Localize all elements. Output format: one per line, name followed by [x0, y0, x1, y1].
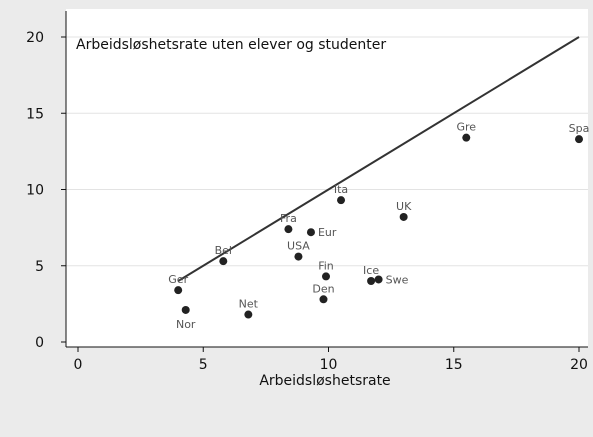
data-point	[174, 286, 183, 295]
y-tick-label: 5	[35, 259, 44, 275]
data-point	[321, 272, 330, 281]
data-point-label: Net	[239, 298, 259, 311]
data-point-label: Spa	[569, 122, 590, 135]
x-axis-title: Arbeidsløshetsrate	[259, 373, 390, 389]
x-tick-label: 20	[570, 357, 588, 373]
data-point	[284, 225, 293, 234]
data-point	[399, 212, 408, 221]
data-point-label: Eur	[318, 226, 337, 239]
data-points	[174, 133, 583, 319]
data-point-label: Fin	[318, 259, 334, 272]
x-tick-label: 0	[74, 357, 83, 373]
y-tick-label: 15	[26, 106, 44, 122]
data-point-label: Ger	[168, 273, 188, 286]
point-labels: Ger Nor Bel Net Fra USA Eur Fin Den Ita Ice Swe UK Gr…	[168, 121, 589, 331]
y-tick-label: 0	[35, 335, 44, 351]
data-point	[219, 257, 228, 266]
data-point-label: Den	[312, 282, 334, 295]
reference-line	[177, 36, 580, 282]
x-tick-label: 10	[320, 357, 338, 373]
data-point-label: USA	[287, 240, 310, 253]
data-point-label: Bel	[215, 244, 232, 257]
data-point	[319, 295, 328, 304]
data-point-label: Swe	[386, 273, 409, 286]
plot-background	[66, 9, 588, 347]
data-point-label: UK	[396, 200, 412, 213]
data-point	[306, 228, 315, 237]
x-tick-label: 5	[199, 357, 208, 373]
data-point-label: Ita	[334, 183, 348, 196]
data-point-label: Ice	[363, 264, 379, 277]
data-point-label: Fra	[280, 212, 297, 225]
x-tick-label: 15	[445, 357, 463, 373]
data-point-label: Nor	[176, 318, 196, 331]
data-point	[462, 133, 471, 142]
data-point	[337, 196, 346, 205]
y-tick-label: 20	[26, 30, 44, 46]
y-tick-label: 10	[26, 183, 44, 199]
x-axis-ticks: 0 5 10 15 20	[74, 347, 588, 373]
data-point	[181, 305, 190, 314]
data-point	[294, 252, 303, 261]
data-point-label: Gre	[456, 121, 476, 134]
chart-title: Arbeidsløshetsrate uten elever og studen…	[76, 37, 386, 53]
data-point	[367, 277, 376, 285]
y-axis-ticks: 0 5 10 15 20	[26, 30, 66, 351]
data-point	[575, 135, 583, 144]
data-point	[244, 310, 253, 319]
data-point	[374, 275, 383, 284]
